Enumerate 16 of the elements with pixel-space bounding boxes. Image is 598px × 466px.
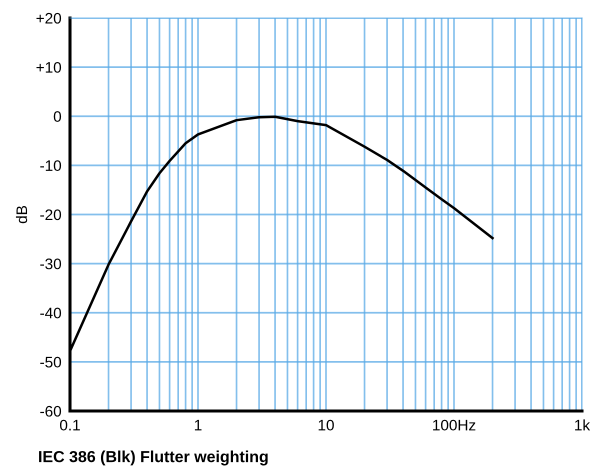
y-tick-label: -60 [40, 406, 62, 417]
y-tick-label: +10 [36, 62, 62, 73]
y-tick-label: -20 [40, 209, 62, 220]
x-tick-label: 100Hz [433, 420, 476, 431]
y-tick-label: -10 [40, 160, 62, 172]
x-tick-label: 1 [194, 420, 202, 430]
text: IEC 386 (Blk) Flutter weighting [39, 450, 268, 466]
y-tick-label: 0 [54, 111, 62, 122]
y-tick-label: +20 [36, 12, 62, 24]
y-tick-label: -40 [40, 308, 62, 318]
y-tick-label: -50 [40, 356, 62, 368]
x-tick-label: 10 [318, 420, 334, 431]
x-tick-label: 1k [575, 419, 590, 430]
x-tick-label: 0.1 [60, 420, 80, 431]
y-tick-label: -30 [40, 258, 62, 270]
y-axis-title: dB [16, 206, 28, 224]
